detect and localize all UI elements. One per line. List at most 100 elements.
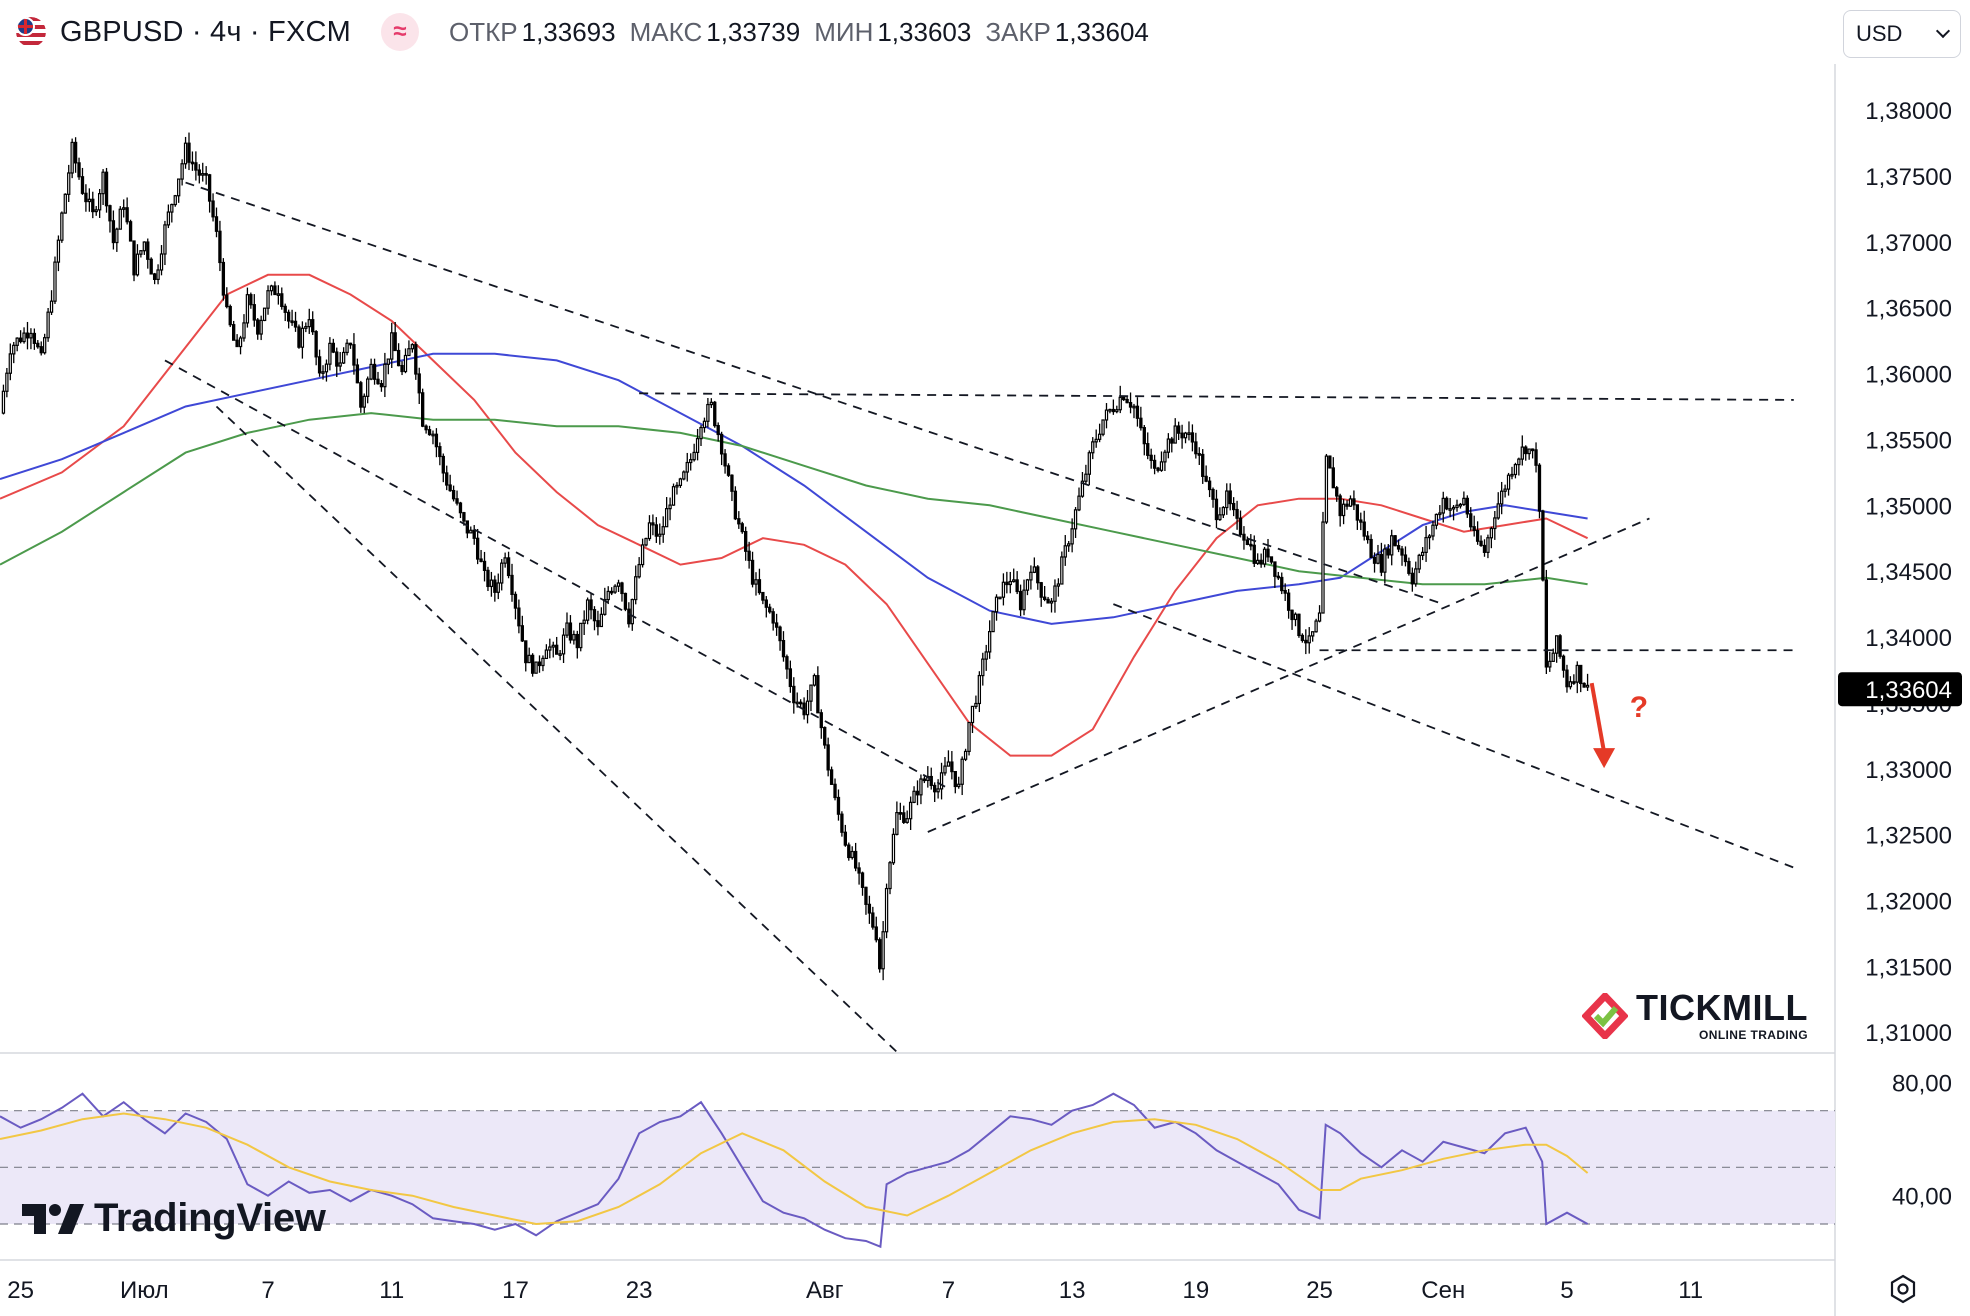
candle-body (462, 512, 466, 522)
candle-body (506, 557, 511, 577)
candle-body (1152, 459, 1157, 469)
candle-body (1524, 446, 1528, 455)
candle-body (623, 592, 628, 610)
symbol-title[interactable]: GBPUSD · 4ч · FXCM (60, 15, 352, 48)
candle-body (1565, 669, 1569, 688)
candle-body (664, 508, 669, 528)
time-axis-tick: 23 (626, 1277, 653, 1304)
candle-body (1135, 405, 1140, 419)
candle-body (548, 646, 552, 651)
candle-body (1369, 538, 1373, 559)
candle-body (1012, 579, 1016, 583)
candle-body (627, 608, 631, 625)
candle-body (128, 221, 133, 242)
settings-icon[interactable] (1888, 1274, 1918, 1304)
candle-body (348, 342, 353, 346)
candle-body (1386, 548, 1390, 556)
candle-body (390, 332, 394, 360)
candle-body (1049, 600, 1054, 604)
candle-body (493, 579, 497, 593)
candle-body (482, 560, 487, 571)
candle-body (283, 305, 287, 313)
candle-body (379, 383, 384, 388)
candle-body (1513, 463, 1518, 476)
candle-body (503, 557, 507, 564)
candle-body (204, 173, 208, 176)
candle-body (513, 593, 518, 609)
candle-body (225, 294, 229, 308)
candle-body (1482, 544, 1487, 553)
candle-body (764, 599, 768, 608)
candle-body (1273, 561, 1277, 577)
candle-body (73, 141, 78, 164)
candle-body (1156, 467, 1160, 471)
candle-body (94, 209, 98, 213)
candle-body (29, 332, 33, 339)
candle-body (142, 241, 146, 252)
candle-body (297, 326, 301, 348)
candle-body (1142, 427, 1146, 445)
candle-body (201, 173, 205, 176)
price-axis-tick: 1,31500 (1865, 954, 1952, 981)
candle-body (1018, 590, 1023, 611)
trendline (639, 392, 1794, 401)
candle-body (1259, 559, 1263, 565)
candle-body (173, 195, 177, 206)
ohlc-high-value: 1,33739 (706, 16, 801, 47)
candle-body (616, 582, 621, 587)
gb-us-flag-icon (16, 17, 46, 47)
candle-body (1111, 408, 1116, 413)
candle-body (101, 171, 105, 195)
candle-body (527, 654, 531, 664)
candle-body (170, 203, 174, 213)
candle-body (689, 459, 693, 464)
candle-body (60, 212, 64, 241)
candle-body (1417, 554, 1421, 570)
candle-body (1530, 448, 1535, 452)
candle-body (1496, 503, 1500, 519)
candle-body (1104, 409, 1109, 421)
candle-body (1176, 425, 1181, 434)
candle-body (833, 783, 837, 799)
ohlc-open: ОТКР 1,33693 (449, 17, 616, 48)
candle-body (606, 590, 610, 601)
candle-body (874, 926, 878, 941)
candle-body (864, 886, 868, 905)
time-axis-tick: 17 (502, 1277, 529, 1304)
candle-body (187, 142, 191, 163)
candle-body (960, 758, 964, 785)
candle-body (232, 324, 236, 341)
candle-body (819, 712, 823, 729)
candle-body (905, 818, 909, 823)
candle-body (324, 363, 329, 373)
candle-body (417, 373, 421, 394)
candle-body (1551, 652, 1555, 662)
candle-body (908, 801, 913, 820)
candle-body (118, 208, 122, 230)
currency-select[interactable]: USD (1843, 10, 1961, 58)
candle-body (1146, 443, 1150, 456)
candle-body (1365, 535, 1370, 541)
indicator-badge-icon[interactable]: ≈ (381, 13, 420, 51)
candle-body (424, 425, 428, 431)
tickmill-sub: ONLINE TRADING (1699, 1028, 1808, 1042)
candle-body (637, 563, 641, 578)
candle-body (702, 420, 707, 429)
candle-body (572, 633, 576, 641)
time-axis-tick: 11 (1678, 1277, 1703, 1304)
candle-body (541, 657, 545, 667)
candle-body (678, 478, 683, 487)
candle-body (1276, 575, 1280, 579)
candle-body (534, 661, 538, 674)
candle-body (1060, 556, 1064, 585)
candle-body (1335, 487, 1339, 497)
candle-body (1414, 568, 1418, 585)
candle-body (300, 327, 305, 348)
candle-body (1159, 461, 1164, 471)
price-axis-tick: 1,36000 (1865, 362, 1952, 389)
candle-body (1252, 544, 1256, 564)
price-axis-tick: 1,35500 (1865, 427, 1952, 454)
candle-body (1063, 545, 1067, 558)
